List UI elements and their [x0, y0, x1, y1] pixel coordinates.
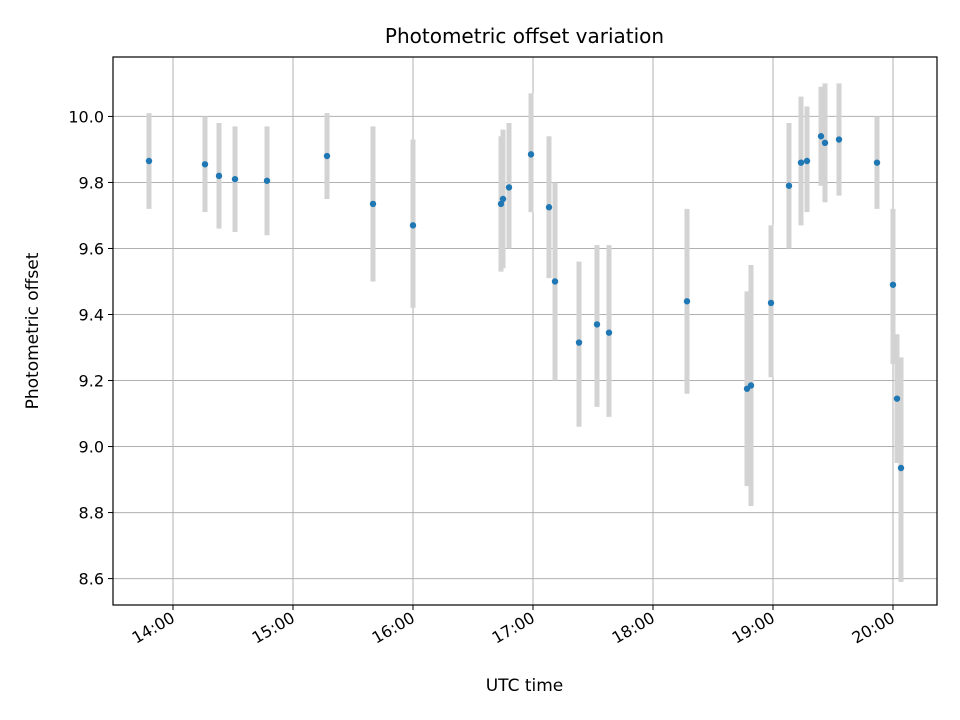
data-point [683, 298, 691, 305]
y-tick-label: 9.0 [79, 438, 104, 457]
data-point [551, 278, 559, 285]
data-point [821, 139, 829, 147]
data-point [215, 172, 223, 180]
plot-frame [112, 56, 938, 606]
data-point [369, 200, 377, 208]
data-point [545, 204, 553, 211]
data-point [747, 382, 755, 389]
data-point [803, 157, 811, 165]
data-point [231, 175, 239, 183]
data-point [505, 184, 513, 191]
data-point [785, 182, 793, 189]
data-point [527, 151, 535, 158]
data-point [201, 161, 209, 168]
chart-title: Photometric offset variation [385, 24, 664, 48]
x-axis-label: UTC time [486, 676, 564, 696]
y-tick-label: 9.6 [79, 239, 104, 258]
data-point [897, 464, 905, 472]
y-tick-label: 9.4 [79, 305, 104, 324]
y-tick-label: 9.8 [79, 173, 104, 192]
data-point [145, 157, 153, 165]
data-point [835, 136, 843, 143]
y-tick-label: 8.8 [79, 504, 104, 523]
y-axis-ticks: 8.6 8.8 9.0 9.2 9.4 9.6 9.8 10.0 [68, 107, 113, 589]
data-point [263, 177, 271, 184]
data-point [323, 152, 331, 160]
data-point [797, 159, 805, 166]
data-point [817, 133, 825, 140]
data-point [873, 159, 881, 166]
data-point [605, 329, 613, 336]
data-point [767, 299, 775, 307]
data-points [145, 133, 905, 472]
y-tick-label: 10.0 [68, 107, 104, 126]
data-point [893, 395, 901, 402]
data-point [575, 339, 583, 346]
data-point [889, 281, 897, 288]
data-point [497, 200, 505, 208]
y-axis-label: Photometric offset [23, 252, 43, 409]
data-point [593, 321, 601, 328]
data-point [499, 195, 507, 203]
y-tick-label: 9.2 [79, 372, 104, 391]
y-tick-label: 8.6 [79, 570, 104, 589]
data-point [409, 222, 417, 229]
